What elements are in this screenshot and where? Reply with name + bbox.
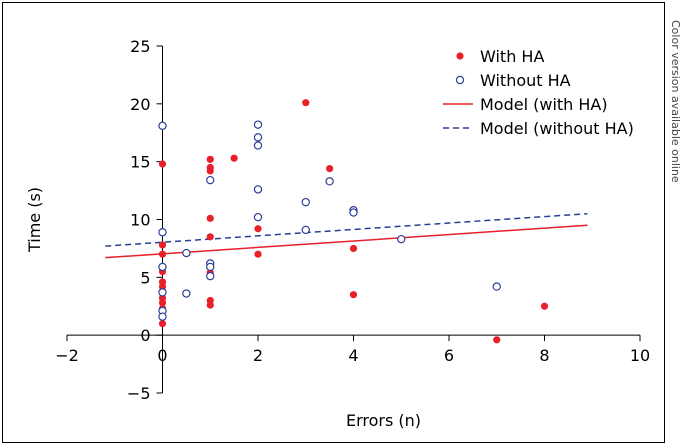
data-point-s1-8 — [206, 175, 215, 185]
data-point-s0-18 — [206, 301, 214, 309]
x-tick-label-2: 2 — [253, 346, 263, 365]
data-point-s1-6 — [182, 248, 191, 258]
legend-label-1: Without HA — [480, 71, 571, 90]
x-tick-label-4: 4 — [348, 346, 358, 365]
y-tick-label-5: 5 — [140, 268, 150, 287]
data-point-s0-0 — [158, 160, 167, 168]
x-tick-label-8: 8 — [539, 346, 549, 365]
data-point-s1-3 — [158, 288, 167, 297]
y-tick-label-15: 15 — [130, 153, 150, 172]
data-point-s1-10 — [206, 262, 215, 272]
data-point-s0-23 — [326, 165, 334, 173]
y-tick-label-10: 10 — [130, 211, 150, 230]
chart-frame — [2, 2, 665, 443]
data-point-s1-11 — [206, 271, 215, 281]
y-tick-label-20: 20 — [130, 95, 150, 114]
x-tick-label-0: 0 — [157, 346, 167, 365]
data-point-s1-19 — [325, 177, 334, 186]
data-point-s0-25 — [349, 291, 358, 299]
legend-label-0: With HA — [480, 47, 544, 66]
side-note-text: Color version available online — [672, 20, 681, 183]
data-point-s1-23 — [492, 282, 501, 291]
y-tick-label-25: 25 — [130, 37, 150, 56]
legend-label-2: Model (with HA) — [480, 95, 608, 114]
data-point-s0-26 — [493, 336, 501, 344]
legend-marker-0 — [456, 52, 464, 60]
data-point-s0-15 — [206, 233, 214, 241]
data-point-s1-13 — [253, 133, 263, 142]
side-note: Color version available online — [672, 20, 681, 220]
data-point-s0-13 — [206, 167, 214, 175]
legend-label-3: Model (without HA) — [480, 119, 634, 138]
y-axis-label: Time (s) — [25, 187, 44, 253]
data-point-s1-2 — [158, 262, 167, 272]
data-point-s1-5 — [158, 312, 167, 321]
data-point-s1-15 — [253, 185, 263, 194]
data-point-s0-14 — [206, 214, 214, 222]
data-point-s1-1 — [158, 228, 167, 237]
data-point-s1-12 — [253, 120, 263, 129]
x-axis-label: Errors (n) — [346, 411, 421, 430]
data-point-s0-20 — [254, 225, 262, 233]
data-point-s0-10 — [158, 320, 167, 328]
data-point-s0-22 — [302, 99, 310, 107]
data-point-s0-1 — [158, 241, 167, 249]
data-point-s0-27 — [540, 302, 549, 310]
data-point-s1-18 — [301, 225, 310, 235]
x-tick-label-10: 10 — [630, 346, 650, 365]
data-point-s1-22 — [397, 234, 406, 244]
data-point-s1-16 — [253, 212, 263, 222]
data-point-s1-7 — [182, 289, 191, 298]
x-tick-label--2: −2 — [55, 346, 79, 365]
legend-marker-1 — [455, 75, 465, 85]
y-tick-label--5: −5 — [127, 384, 151, 403]
data-point-s0-19 — [230, 154, 238, 162]
data-point-s0-24 — [349, 244, 358, 253]
data-point-s0-2 — [158, 250, 167, 258]
data-point-s1-0 — [158, 121, 167, 131]
data-point-s0-21 — [254, 250, 262, 258]
data-point-s1-14 — [253, 141, 263, 150]
data-point-s1-17 — [301, 197, 310, 207]
data-point-s1-21 — [349, 208, 358, 217]
model-line-3 — [105, 212, 588, 247]
x-tick-label-6: 6 — [444, 346, 454, 365]
data-point-s0-8 — [158, 299, 167, 307]
data-point-s0-11 — [206, 155, 214, 163]
y-tick-label-0: 0 — [140, 326, 150, 345]
